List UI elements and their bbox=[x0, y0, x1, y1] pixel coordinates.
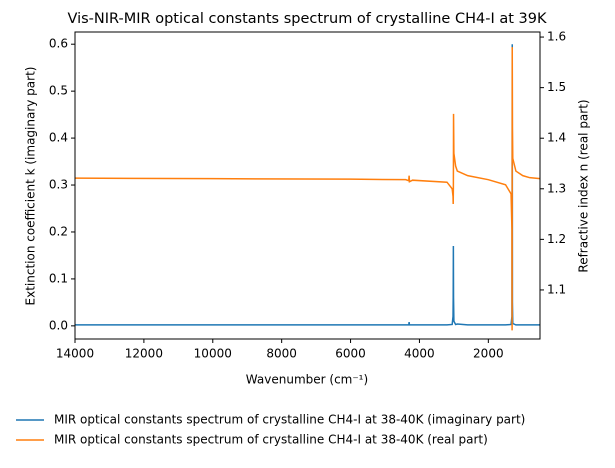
y-tick-label: 0.5 bbox=[49, 84, 68, 98]
x-tick-label: 6000 bbox=[335, 347, 366, 361]
y2-tick-label: 1.2 bbox=[547, 232, 566, 246]
data-line bbox=[74, 47, 541, 331]
x-tick-label: 12000 bbox=[125, 347, 163, 361]
x-axis-label: Wavenumber (cm⁻¹) bbox=[246, 373, 368, 387]
y2-tick-label: 1.6 bbox=[547, 30, 566, 44]
y2-axis-label: Refractive index n (real part) bbox=[577, 99, 591, 272]
legend-label: MIR optical constants spectrum of crysta… bbox=[54, 433, 488, 447]
y-tick-label: 0.3 bbox=[49, 178, 68, 192]
y-tick-label: 0.0 bbox=[49, 318, 68, 332]
x-tick-label: 14000 bbox=[56, 347, 94, 361]
y-tick-label: 0.1 bbox=[49, 271, 68, 285]
x-tick-label: 4000 bbox=[404, 347, 435, 361]
y-tick-label: 0.2 bbox=[49, 224, 68, 238]
y2-tick-label: 1.3 bbox=[547, 181, 566, 195]
y-tick-label: 0.4 bbox=[49, 131, 68, 145]
x-tick-label: 8000 bbox=[266, 347, 297, 361]
data-line bbox=[75, 44, 540, 326]
legend-label: MIR optical constants spectrum of crysta… bbox=[54, 413, 525, 427]
y-axis-label: Extinction coefficient k (imaginary part… bbox=[24, 67, 38, 306]
y2-tick-label: 1.5 bbox=[547, 80, 566, 94]
x-tick-label: 10000 bbox=[194, 347, 232, 361]
x-tick-label: 2000 bbox=[473, 347, 504, 361]
plot-frame bbox=[74, 31, 541, 340]
chart-title: Vis-NIR-MIR optical constants spectrum o… bbox=[68, 11, 547, 27]
y-tick-label: 0.6 bbox=[49, 37, 68, 51]
y2-tick-label: 1.4 bbox=[547, 131, 566, 145]
y2-tick-label: 1.1 bbox=[547, 282, 566, 296]
